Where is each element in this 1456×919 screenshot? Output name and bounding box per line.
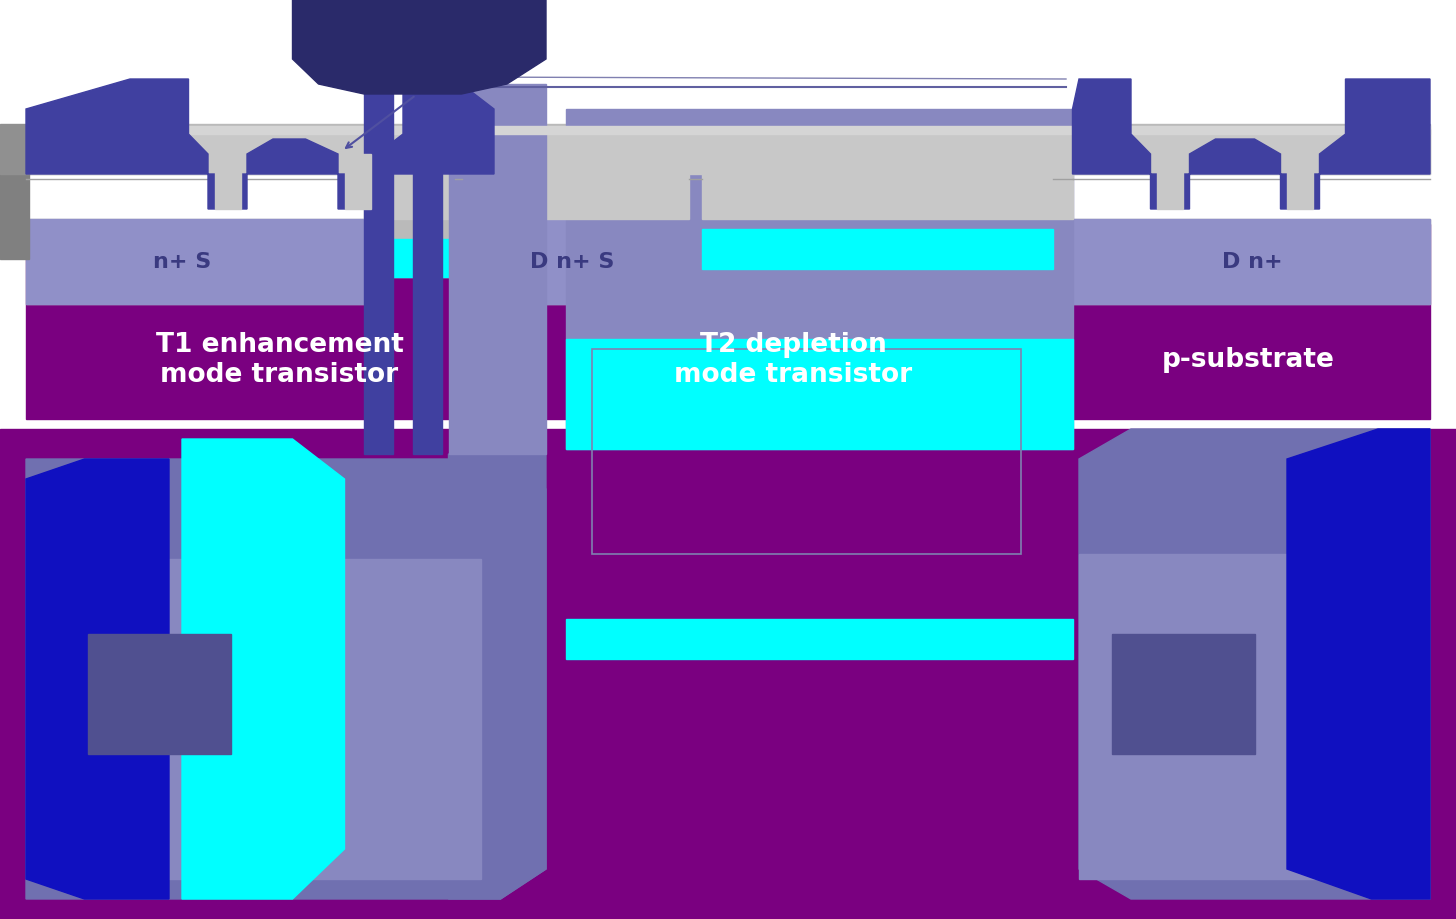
Text: D n+ S: D n+ S [530,252,614,272]
Bar [448,85,546,455]
Polygon shape [448,455,546,899]
Bar [26,125,1430,175]
Bar [702,230,1053,269]
Bar [26,220,364,305]
Bar [1158,154,1184,210]
Polygon shape [1287,429,1430,899]
Bar [1073,220,1430,305]
Polygon shape [26,460,546,899]
Bar [462,220,689,305]
Text: p-substrate: p-substrate [1162,346,1335,372]
Polygon shape [26,130,1430,220]
Bar [89,634,232,754]
Text: T1 enhancement
mode transistor: T1 enhancement mode transistor [156,332,403,388]
Bar [565,619,1073,659]
Polygon shape [1079,429,1430,899]
Text: n+ S: n+ S [153,252,211,272]
Bar [214,154,240,210]
Bar [377,240,454,278]
Bar [0,125,29,175]
Polygon shape [26,460,169,899]
Bar [565,110,1073,449]
Bar [26,225,1430,420]
Bar [26,127,1430,135]
Bar [414,10,443,455]
Bar [79,560,480,879]
Bar [345,154,370,210]
Bar [0,429,1456,919]
Polygon shape [26,220,1430,305]
Bar [1287,154,1313,210]
Bar [364,10,393,455]
Polygon shape [293,0,546,95]
Bar [0,0,1456,429]
Bar [0,130,29,260]
Polygon shape [1073,80,1430,210]
Bar [1111,634,1255,754]
Polygon shape [26,80,494,210]
Text: T2 depletion
mode transistor: T2 depletion mode transistor [674,332,911,388]
Bar [565,340,1073,449]
Polygon shape [182,439,345,899]
Bar [591,349,1021,554]
Bar [565,570,1073,624]
Text: D n+: D n+ [1222,252,1283,272]
Bar [1079,554,1417,879]
